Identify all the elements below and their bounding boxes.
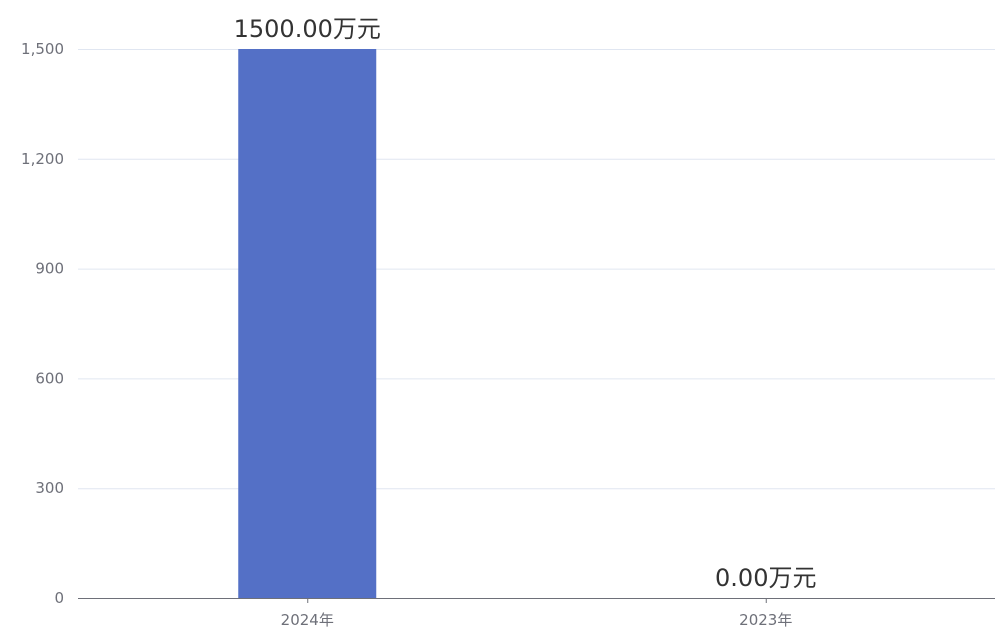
x-tick-label: 2023年: [739, 611, 792, 629]
data-label: 1500.00万元: [234, 15, 381, 43]
data-label: 0.00万元: [715, 564, 816, 592]
y-tick-label: 1,200: [21, 150, 64, 168]
gridlines: [78, 49, 995, 490]
y-axis-ticks: 0 300 600 900 1,200 1,500: [21, 40, 64, 607]
data-labels: 1500.00万元 0.00万元: [234, 15, 817, 592]
y-tick-label: 300: [35, 479, 64, 497]
y-tick-label: 1,500: [21, 40, 64, 58]
x-axis-ticks: 2024年 2023年: [281, 598, 792, 629]
y-tick-label: 600: [35, 369, 64, 387]
y-tick-label: 900: [35, 260, 64, 278]
bar: [238, 49, 377, 598]
x-tick-label: 2024年: [281, 611, 334, 629]
y-tick-label: 0: [54, 589, 64, 607]
bars: [238, 49, 377, 598]
